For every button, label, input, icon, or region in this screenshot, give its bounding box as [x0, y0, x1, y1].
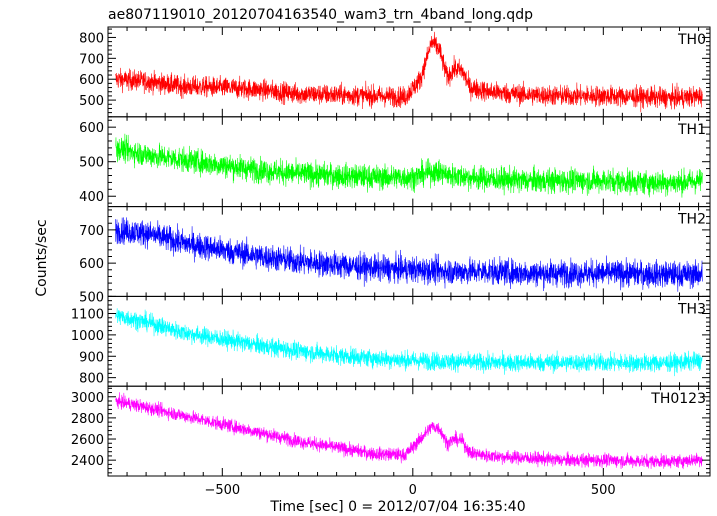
y-tick-label: 2400: [71, 454, 104, 469]
y-tick-label: 500: [79, 290, 104, 305]
panel-label-th1: TH1: [677, 122, 706, 138]
panel-label-th0: TH0: [677, 32, 706, 48]
x-axis: −500 0 500: [204, 483, 615, 498]
x-axis-label: Time [sec] 0 = 2012/07/04 16:35:40: [269, 499, 525, 515]
series-line-th0: [115, 31, 703, 113]
panel-frame: [107, 385, 711, 477]
y-tick-label: 600: [79, 73, 104, 88]
y-tick-label: 600: [79, 257, 104, 272]
y-tick-label: 900: [79, 350, 104, 365]
panels-group: 500 600 700 800 TH0 400 500 600 TH1 500 600 700 TH2 8…: [71, 26, 711, 477]
series-line-th1: [115, 133, 703, 198]
y-axis-label: Counts/sec: [34, 219, 50, 296]
panel-frame: [107, 26, 711, 118]
x-tick-label: −500: [204, 483, 240, 498]
panel-th0123: 2400 2600 2800 3000 TH0123: [71, 385, 711, 477]
x-tick-label: 0: [409, 483, 417, 498]
y-tick-label: 500: [79, 156, 104, 171]
series-line-th3: [115, 308, 703, 377]
panel-th3: 800 900 1000 1100 TH3: [71, 295, 711, 387]
panel-label-th2: TH2: [677, 212, 706, 228]
chart-title: ae807119010_20120704163540_wam3_trn_4ban…: [108, 7, 533, 23]
x-tick-label: 500: [591, 483, 616, 498]
y-tick-label: 700: [79, 224, 104, 239]
panel-label-th0123: TH0123: [650, 391, 706, 407]
y-tick-label: 600: [79, 121, 104, 136]
panel-th1: 400 500 600 TH1: [79, 116, 711, 208]
y-tick-label: 1100: [71, 308, 104, 323]
panel-frame: [107, 295, 711, 387]
y-tick-label: 1000: [71, 329, 104, 344]
y-tick-label: 800: [79, 372, 104, 387]
y-tick-label: 2600: [71, 433, 104, 448]
y-tick-label: 400: [79, 190, 104, 205]
y-tick-label: 500: [79, 94, 104, 109]
y-tick-label: 800: [79, 31, 104, 46]
y-tick-label: 700: [79, 52, 104, 67]
y-tick-label: 2800: [71, 412, 104, 427]
y-tick-label: 3000: [71, 391, 104, 406]
series-line-th0123: [115, 392, 703, 470]
series-line-th2: [115, 217, 703, 292]
panel-th2: 500 600 700 TH2: [79, 206, 711, 305]
panel-label-th3: TH3: [677, 301, 706, 317]
panel-th0: 500 600 700 800 TH0: [79, 26, 711, 118]
